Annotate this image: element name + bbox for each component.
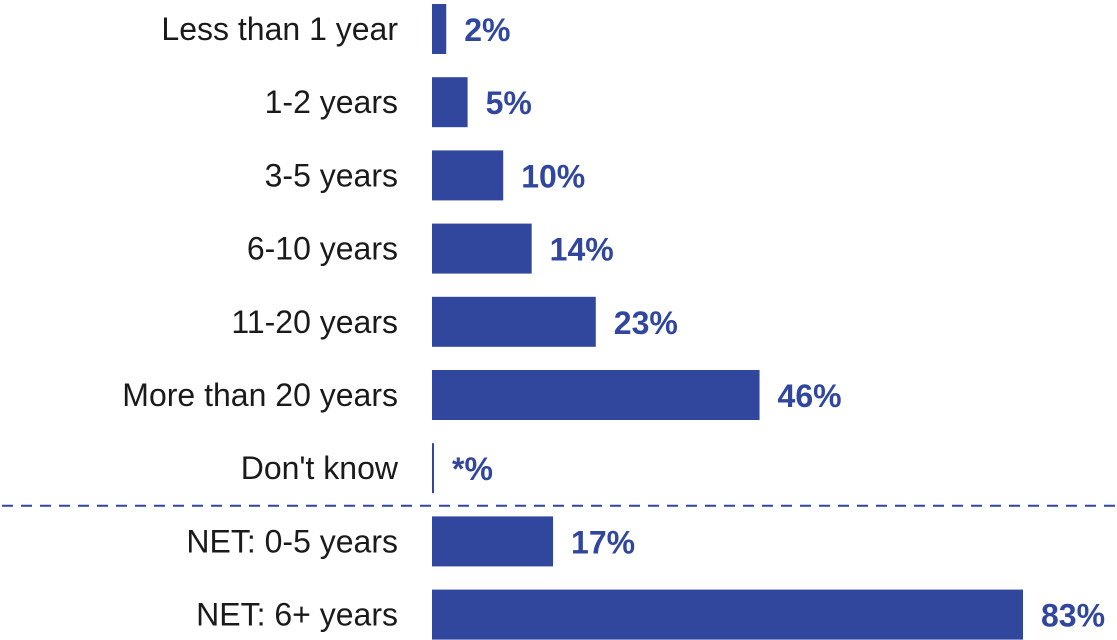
category-label: More than 20 years bbox=[122, 377, 398, 413]
value-label: 5% bbox=[486, 85, 532, 121]
bar bbox=[432, 370, 760, 420]
bar bbox=[432, 443, 434, 494]
bar bbox=[432, 4, 447, 54]
value-label: 46% bbox=[778, 378, 842, 414]
value-label: 17% bbox=[571, 524, 635, 560]
category-label: Less than 1 year bbox=[161, 11, 398, 47]
bar bbox=[432, 223, 532, 274]
category-label: 1-2 years bbox=[265, 84, 398, 120]
bar bbox=[432, 516, 554, 567]
value-label: 14% bbox=[550, 232, 614, 268]
value-label: 23% bbox=[614, 305, 678, 341]
category-labels: Less than 1 year 1-2 years 3-5 years 6-10 y… bbox=[122, 11, 399, 633]
category-label: 11-20 years bbox=[231, 304, 398, 340]
category-label: 3-5 years bbox=[265, 157, 398, 193]
bar bbox=[432, 77, 468, 128]
value-label: *% bbox=[452, 451, 493, 487]
bar bbox=[432, 150, 504, 201]
value-label: 83% bbox=[1041, 598, 1105, 634]
category-label: Don't know bbox=[241, 450, 399, 486]
bar bbox=[432, 589, 1023, 640]
category-label: NET: 6+ years bbox=[196, 597, 398, 633]
value-label: 10% bbox=[521, 158, 585, 194]
category-label: NET: 0-5 years bbox=[186, 523, 398, 559]
value-labels: 2% 5% 10% 14% 23% 46% *% 17% 83% bbox=[452, 12, 1105, 634]
bar bbox=[432, 296, 596, 347]
bars bbox=[432, 4, 1023, 640]
value-label: 2% bbox=[464, 12, 510, 48]
category-label: 6-10 years bbox=[247, 231, 398, 267]
